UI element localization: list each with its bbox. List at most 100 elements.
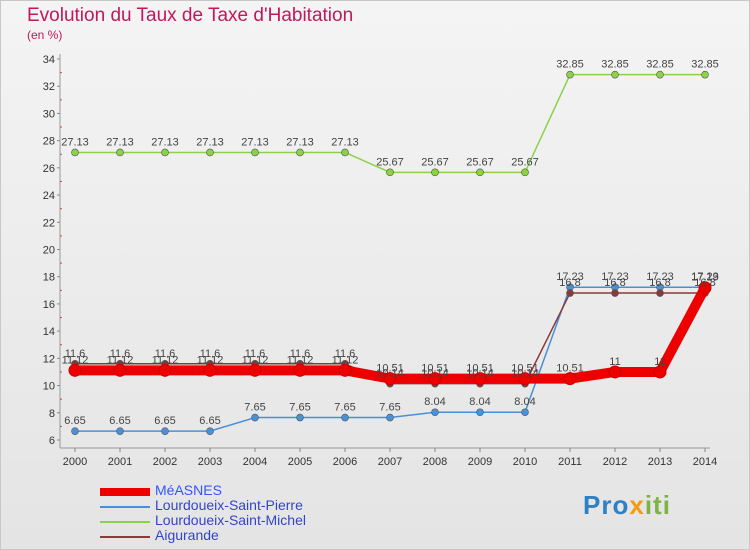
legend-label: Lourdoueix-Saint-Pierre	[155, 497, 303, 513]
x-tick-label: 2005	[288, 456, 312, 468]
data-label-lourdoueix-saint-pierre: 7.65	[244, 402, 265, 414]
data-label-m-asnes: 10.51	[421, 363, 449, 375]
data-point-lourdoueix-saint-pierre	[296, 413, 304, 422]
x-tick-label: 2009	[468, 456, 492, 468]
data-label-lourdoueix-saint-pierre: 17.23	[691, 271, 719, 283]
data-label-aigurande: 16.8	[559, 277, 580, 289]
data-label-aigurande: 10.14	[376, 368, 404, 380]
y-tick-label: 6	[49, 435, 55, 447]
legend-swatch	[100, 488, 150, 496]
data-point-lourdoueix-saint-pierre	[431, 408, 439, 417]
data-point-lourdoueix-saint-michel	[161, 148, 169, 157]
x-tick-label: 2012	[603, 456, 627, 468]
data-label-aigurande: 10.14	[511, 368, 539, 380]
data-label-m-asnes: 11.12	[62, 354, 89, 366]
data-label-lourdoueix-saint-michel: 25.67	[511, 156, 539, 168]
y-tick-label: 26	[43, 163, 55, 175]
legend-swatch	[100, 521, 150, 523]
data-label-m-asnes: 11.12	[197, 354, 224, 366]
data-point-m-asnes	[158, 363, 172, 377]
data-label-lourdoueix-saint-michel: 27.13	[331, 136, 359, 148]
data-label-m-asnes: 10.51	[511, 363, 539, 375]
y-tick-label: 14	[43, 326, 55, 338]
data-point-lourdoueix-saint-michel	[521, 168, 529, 177]
data-point-m-asnes	[518, 372, 532, 386]
data-label-lourdoueix-saint-michel: 27.13	[241, 136, 269, 148]
data-label-lourdoueix-saint-michel: 27.13	[196, 136, 224, 148]
data-point-m-asnes	[203, 363, 217, 377]
data-point-lourdoueix-saint-michel	[656, 70, 664, 79]
y-tick-label: 12	[43, 353, 55, 365]
data-point-lourdoueix-saint-michel	[386, 168, 394, 177]
y-tick-label: 32	[43, 81, 55, 93]
data-label-m-asnes: 11.12	[287, 354, 314, 366]
data-label-lourdoueix-saint-michel: 27.13	[106, 136, 134, 148]
x-tick-label: 2002	[153, 456, 177, 468]
data-label-aigurande: 11.6	[200, 348, 221, 360]
data-label-aigurande: 11.6	[245, 348, 266, 360]
x-tick-label: 2014	[693, 456, 717, 468]
data-point-lourdoueix-saint-michel	[476, 168, 484, 177]
data-label-aigurande: 10.14	[466, 368, 494, 380]
data-label-m-asnes: 10.51	[556, 363, 584, 375]
x-tick-label: 2004	[243, 456, 267, 468]
data-label-lourdoueix-saint-pierre: 8.04	[424, 396, 445, 408]
y-tick-label: 22	[43, 217, 55, 229]
x-tick-label: 2000	[63, 456, 87, 468]
data-label-lourdoueix-saint-pierre: 7.65	[289, 402, 310, 414]
data-label-aigurande: 10.14	[421, 368, 449, 380]
data-label-aigurande: 16.8	[649, 277, 670, 289]
data-label-m-asnes: 10.51	[376, 363, 404, 375]
data-point-m-asnes	[473, 372, 487, 386]
data-point-lourdoueix-saint-michel	[341, 148, 349, 157]
data-point-aigurande	[611, 289, 619, 297]
data-point-m-asnes	[608, 365, 622, 379]
y-tick-label: 16	[43, 299, 55, 311]
legend-label: Aigurande	[155, 527, 219, 543]
data-point-lourdoueix-saint-michel	[431, 168, 439, 177]
data-label-m-asnes: 11.12	[107, 354, 134, 366]
data-label-lourdoueix-saint-pierre: 6.65	[64, 415, 85, 427]
data-label-m-asnes: 11	[609, 356, 620, 368]
data-label-lourdoueix-saint-pierre: 8.04	[469, 396, 490, 408]
data-label-lourdoueix-saint-pierre: 6.65	[199, 415, 220, 427]
data-point-lourdoueix-saint-pierre	[341, 413, 349, 422]
data-point-m-asnes	[248, 363, 262, 377]
data-point-lourdoueix-saint-michel	[251, 148, 259, 157]
data-label-m-asnes: 17.19	[691, 272, 719, 284]
data-label-lourdoueix-saint-pierre: 17.23	[556, 271, 584, 283]
data-label-lourdoueix-saint-michel: 25.67	[376, 156, 404, 168]
y-tick-label: 28	[43, 136, 55, 148]
data-label-lourdoueix-saint-pierre: 6.65	[109, 415, 130, 427]
legend-swatch	[100, 506, 150, 508]
y-tick-label: 18	[43, 272, 55, 284]
y-tick-label: 8	[49, 408, 55, 420]
data-label-lourdoueix-saint-pierre: 7.65	[379, 402, 400, 414]
data-point-m-asnes	[563, 372, 577, 386]
data-label-lourdoueix-saint-michel: 32.85	[691, 59, 719, 71]
data-label-m-asnes: 11.12	[332, 354, 359, 366]
data-point-lourdoueix-saint-michel	[206, 148, 214, 157]
data-label-lourdoueix-saint-michel: 27.13	[151, 136, 179, 148]
data-label-m-asnes: 11	[654, 356, 665, 368]
data-point-lourdoueix-saint-michel	[611, 70, 619, 79]
data-point-lourdoueix-saint-pierre	[116, 427, 124, 435]
proxiti-logo: Proxiti	[583, 490, 671, 521]
x-tick-label: 2013	[648, 456, 672, 468]
data-point-lourdoueix-saint-michel	[71, 148, 79, 157]
data-label-lourdoueix-saint-michel: 27.13	[286, 136, 314, 148]
y-tick-label: 24	[43, 190, 55, 202]
data-label-aigurande: 11.6	[110, 348, 131, 360]
data-point-lourdoueix-saint-michel	[296, 148, 304, 157]
y-tick-label: 20	[43, 245, 55, 257]
data-point-lourdoueix-saint-pierre	[206, 427, 214, 435]
logo-part-1: Pro	[583, 490, 630, 520]
data-label-aigurande: 11.6	[65, 348, 86, 360]
x-tick-label: 2010	[513, 456, 537, 468]
data-point-m-asnes	[338, 363, 352, 377]
data-point-m-asnes	[698, 281, 712, 295]
data-label-lourdoueix-saint-pierre: 17.23	[601, 271, 629, 283]
data-label-m-asnes: 10.51	[466, 363, 494, 375]
